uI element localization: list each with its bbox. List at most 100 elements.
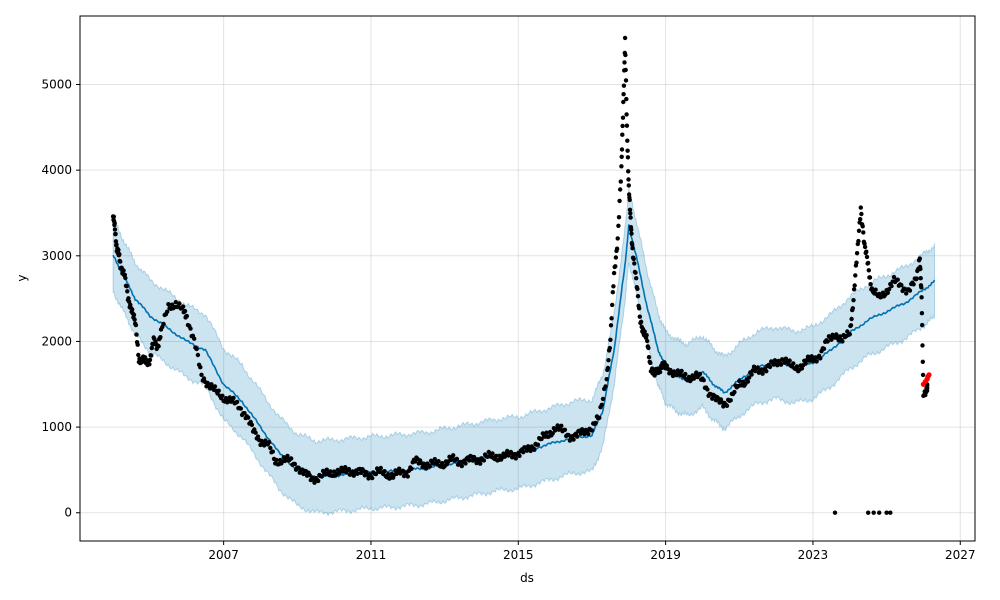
actual-point bbox=[859, 211, 864, 217]
y-tick-label: 4000 bbox=[41, 163, 72, 177]
actual-point bbox=[253, 430, 258, 435]
actual-point bbox=[459, 463, 464, 469]
actual-point bbox=[628, 215, 633, 220]
actual-point bbox=[851, 287, 857, 292]
actual-point bbox=[605, 365, 611, 371]
actual-point bbox=[188, 326, 193, 331]
actual-point bbox=[562, 427, 568, 432]
actual-point bbox=[840, 339, 845, 344]
actual-point bbox=[638, 319, 644, 324]
actual-point bbox=[149, 345, 154, 351]
actual-point bbox=[454, 456, 460, 462]
actual-point bbox=[825, 339, 830, 344]
actual-point bbox=[646, 345, 651, 351]
actual-point bbox=[627, 197, 632, 203]
actual-point bbox=[864, 254, 870, 260]
actual-point bbox=[192, 336, 197, 341]
ticks-layer: 2007 2011 2015 2019 2023 2027 0 1000 2000 3000 400… bbox=[41, 78, 975, 562]
actual-point bbox=[645, 338, 650, 344]
actual-point bbox=[837, 334, 843, 339]
actual-point bbox=[173, 300, 178, 305]
grid bbox=[80, 16, 975, 541]
actual-point bbox=[891, 274, 897, 280]
actual-point bbox=[625, 155, 631, 160]
y-tick-label: 2000 bbox=[41, 334, 72, 348]
actual-point bbox=[231, 395, 236, 401]
actual-point bbox=[134, 332, 139, 337]
actual-point bbox=[634, 276, 639, 281]
actual-point bbox=[242, 411, 247, 416]
actual-point bbox=[889, 283, 894, 289]
actual-point bbox=[626, 169, 631, 174]
actual-point bbox=[246, 415, 251, 420]
actual-point bbox=[559, 423, 564, 428]
actual-point bbox=[124, 284, 129, 289]
actual-point bbox=[637, 306, 642, 311]
actual-point bbox=[621, 83, 627, 88]
actual-point bbox=[853, 273, 858, 278]
actual-point bbox=[194, 346, 199, 352]
actual-point bbox=[629, 231, 634, 236]
actual-point bbox=[737, 378, 742, 384]
actual-point bbox=[378, 465, 383, 471]
actual-point bbox=[613, 264, 618, 269]
actual-point bbox=[324, 467, 329, 472]
actual-point bbox=[156, 344, 161, 349]
actual-point bbox=[609, 316, 614, 321]
actual-point bbox=[746, 375, 752, 380]
actual-point bbox=[611, 284, 616, 289]
y-tick-label: 3000 bbox=[41, 249, 72, 263]
actual-point bbox=[147, 357, 153, 363]
actual-point bbox=[121, 268, 126, 273]
actual-point bbox=[604, 377, 609, 382]
actual-point bbox=[343, 465, 348, 470]
x-tick-label: 2023 bbox=[798, 548, 829, 562]
actual-point bbox=[749, 372, 754, 377]
actual-point bbox=[635, 286, 640, 291]
actual-point bbox=[513, 456, 518, 461]
actual-point bbox=[355, 471, 360, 476]
x-tick-label: 2011 bbox=[356, 548, 387, 562]
actual-point bbox=[625, 148, 630, 153]
actual-point bbox=[664, 363, 669, 368]
actual-point bbox=[610, 302, 615, 308]
actual-point bbox=[630, 246, 635, 251]
actual-point bbox=[316, 478, 321, 484]
actual-point bbox=[607, 345, 612, 351]
actual-point bbox=[866, 268, 871, 273]
actual-point bbox=[620, 115, 626, 120]
actual-point bbox=[112, 221, 117, 226]
future-point bbox=[926, 372, 932, 378]
actual-point bbox=[180, 304, 186, 309]
actual-point bbox=[405, 474, 410, 479]
actual-point bbox=[622, 60, 627, 65]
actual-point bbox=[111, 214, 117, 219]
actual-point bbox=[873, 287, 878, 292]
actual-point bbox=[632, 261, 637, 266]
actual-point bbox=[919, 295, 924, 300]
actual-point bbox=[603, 384, 608, 389]
actual-point bbox=[814, 359, 819, 364]
actual-point bbox=[467, 458, 472, 463]
actual-point bbox=[778, 362, 784, 367]
actual-point bbox=[149, 353, 154, 358]
actual-point bbox=[619, 147, 625, 152]
actual-point bbox=[850, 306, 855, 311]
actual-point bbox=[852, 283, 857, 288]
actual-point bbox=[201, 376, 207, 381]
actual-point bbox=[631, 256, 636, 262]
actual-point bbox=[829, 337, 834, 342]
actual-point bbox=[864, 249, 869, 254]
actual-point bbox=[177, 301, 182, 306]
actual-point bbox=[616, 223, 621, 228]
actual-point bbox=[899, 282, 904, 288]
actual-point bbox=[285, 453, 290, 459]
actual-point bbox=[289, 456, 294, 461]
actual-point bbox=[494, 453, 499, 459]
actual-point bbox=[861, 230, 866, 235]
actual-point bbox=[728, 398, 733, 403]
actual-point bbox=[432, 457, 437, 462]
actual-point bbox=[133, 322, 139, 328]
actual-point bbox=[255, 434, 261, 439]
actual-point bbox=[613, 255, 619, 260]
